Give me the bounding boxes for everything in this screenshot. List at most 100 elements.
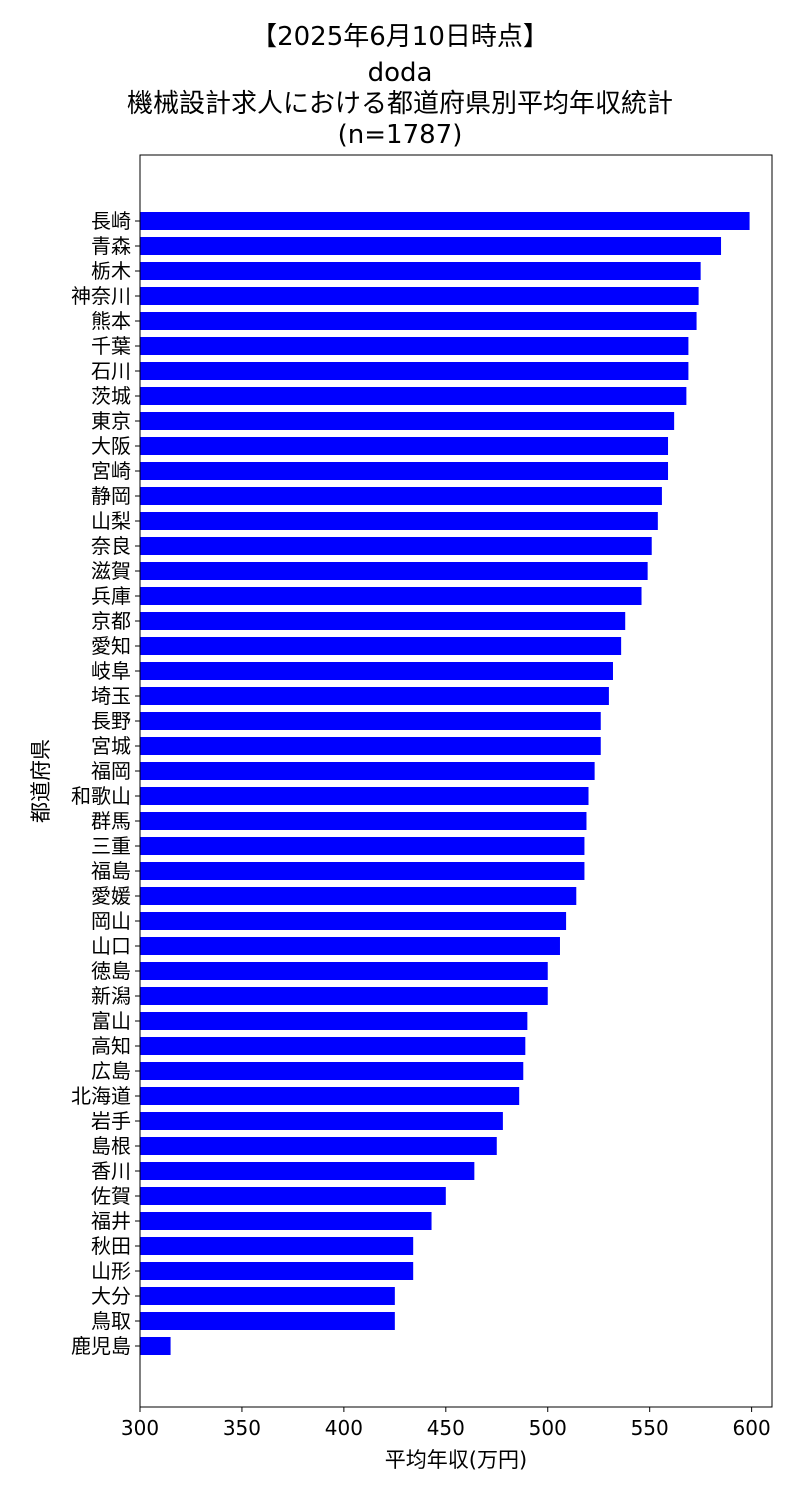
category-label: 和歌山: [71, 784, 131, 808]
bar: [140, 962, 548, 980]
bar: [140, 262, 701, 280]
bar: [140, 712, 601, 730]
bar: [140, 587, 642, 605]
bar: [140, 562, 648, 580]
bar: [140, 487, 662, 505]
category-label: 埼玉: [91, 684, 131, 708]
category-label: 山梨: [91, 509, 131, 533]
bar: [140, 662, 613, 680]
bar: [140, 1012, 528, 1030]
bar: [140, 987, 548, 1005]
bar: [140, 1037, 526, 1055]
bar: [140, 437, 669, 455]
bar: [140, 1312, 395, 1330]
bar: [140, 337, 689, 355]
bar: [140, 912, 567, 930]
bar: [140, 312, 697, 330]
category-label: 鹿児島: [71, 1334, 131, 1358]
bar: [140, 362, 689, 380]
category-label: 徳島: [91, 959, 131, 983]
bar: [140, 937, 560, 955]
category-label: 千葉: [91, 334, 131, 358]
bar: [140, 462, 669, 480]
chart-title-line-4: (n=1787): [337, 120, 463, 150]
category-label: 高知: [91, 1034, 131, 1058]
category-label: 山口: [91, 934, 131, 958]
category-label: 大分: [91, 1284, 131, 1308]
category-label: 静岡: [91, 484, 131, 508]
bar: [140, 837, 585, 855]
bar: [140, 1137, 497, 1155]
category-label: 奈良: [91, 534, 131, 558]
chart-title-line-3: 機械設計求人における都道府県別平均年収統計: [126, 89, 673, 119]
category-label: 滋賀: [91, 559, 131, 583]
bar: [140, 512, 658, 530]
category-label: 長野: [91, 709, 131, 733]
category-label: 福島: [91, 859, 131, 883]
category-label: 山形: [91, 1259, 131, 1283]
bar: [140, 762, 595, 780]
category-label: 岡山: [91, 909, 131, 933]
plot-frame: [139, 154, 773, 1408]
bar: [140, 1337, 171, 1355]
bar: [140, 1212, 432, 1230]
category-label: 熊本: [91, 309, 131, 333]
category-label: 青森: [91, 234, 131, 258]
category-label: 宮崎: [91, 459, 131, 483]
x-tick-label: 400: [325, 1416, 363, 1440]
x-tick-label: 500: [529, 1416, 567, 1440]
x-ticks-layer: 300 350 400 450 500 550 600: [121, 1407, 771, 1440]
category-label: 群馬: [91, 809, 131, 833]
bar: [140, 612, 626, 630]
bars-layer: [140, 212, 750, 1355]
category-label: 福岡: [91, 759, 131, 783]
category-label: 岐阜: [91, 659, 131, 683]
category-label: 鳥取: [91, 1309, 131, 1333]
bar: [140, 237, 722, 255]
category-label: 秋田: [91, 1234, 131, 1258]
bar: [140, 812, 587, 830]
bar: [140, 1112, 503, 1130]
category-label: 広島: [91, 1059, 131, 1083]
x-tick-label: 300: [121, 1416, 159, 1440]
chart-title-line-1: 【2025年6月10日時点】: [251, 22, 549, 52]
bar: [140, 537, 652, 555]
category-label: 島根: [91, 1134, 131, 1158]
category-label: 愛知: [91, 634, 131, 658]
category-label: 大阪: [91, 434, 131, 458]
bar: [140, 687, 609, 705]
bar: [140, 1262, 414, 1280]
category-label: 福井: [91, 1209, 131, 1233]
category-label: 富山: [91, 1009, 131, 1033]
category-labels-layer: 長崎青森栃木神奈川熊本千葉石川茨城東京大阪宮崎静岡山梨奈良滋賀兵庫京都愛知岐阜埼…: [71, 209, 140, 1358]
category-label: 茨城: [91, 384, 131, 408]
x-tick-label: 600: [733, 1416, 771, 1440]
bar: [140, 387, 687, 405]
bar: [140, 887, 577, 905]
bar: [140, 1062, 524, 1080]
bar: [140, 1237, 414, 1255]
category-label: 愛媛: [91, 884, 131, 908]
x-tick-label: 450: [427, 1416, 465, 1440]
bar: [140, 1162, 475, 1180]
category-label: 香川: [91, 1159, 131, 1183]
bar: [140, 862, 585, 880]
category-label: 京都: [91, 609, 131, 633]
chart-title-line-2: doda: [367, 58, 433, 88]
bar: [140, 637, 622, 655]
category-label: 栃木: [91, 259, 131, 283]
bar: [140, 212, 750, 230]
category-label: 宮城: [91, 734, 131, 758]
x-tick-label: 350: [223, 1416, 261, 1440]
bar: [140, 412, 675, 430]
category-label: 三重: [91, 834, 131, 858]
bar: [140, 287, 699, 305]
category-label: 佐賀: [91, 1184, 131, 1208]
category-label: 石川: [91, 359, 131, 383]
x-tick-label: 550: [631, 1416, 669, 1440]
category-label: 神奈川: [71, 284, 131, 308]
category-label: 長崎: [91, 209, 131, 233]
bar: [140, 787, 589, 805]
